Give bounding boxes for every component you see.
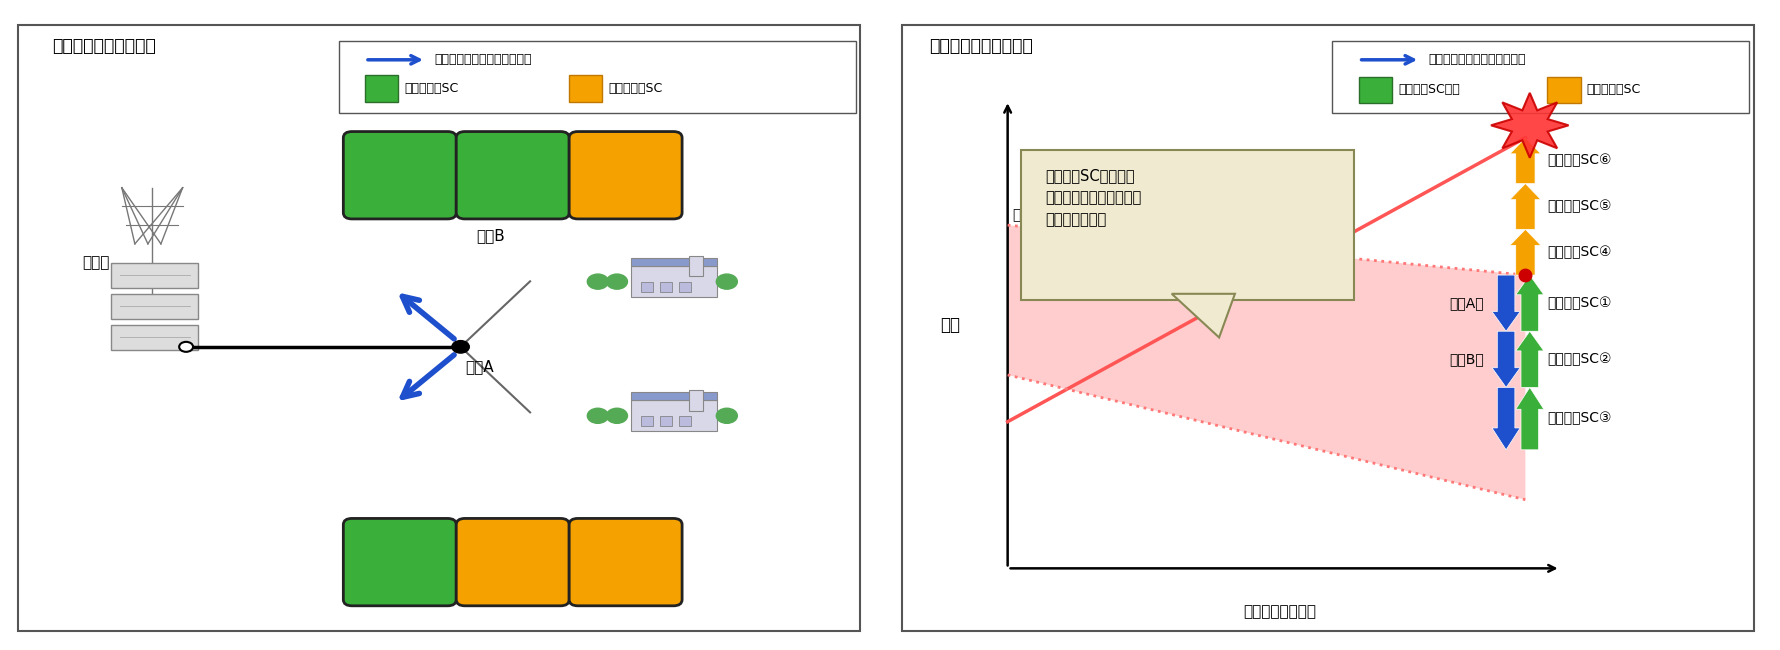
Text: SC⑤: SC⑤ (607, 553, 644, 571)
FancyBboxPatch shape (112, 325, 198, 350)
Polygon shape (1492, 93, 1568, 158)
FancyBboxPatch shape (902, 25, 1753, 630)
Text: 過剰容量SC⑥: 過剰容量SC⑥ (1547, 153, 1613, 168)
Text: SC②: SC② (381, 166, 418, 184)
Polygon shape (1509, 183, 1541, 229)
Text: 工場A: 工場A (465, 359, 493, 374)
Text: 工場B: 工場B (477, 228, 506, 243)
Text: SC①: SC① (381, 553, 418, 571)
Bar (365, 75, 399, 101)
FancyBboxPatch shape (18, 25, 860, 630)
Polygon shape (1492, 275, 1520, 332)
Text: 過剰容量SCにより必
要以上に電圧が上昇し、
適正範囲を逸脱: 過剰容量SCにより必 要以上に電圧が上昇し、 適正範囲を逸脱 (1045, 168, 1141, 227)
Bar (641, 416, 653, 426)
FancyBboxPatch shape (1020, 150, 1355, 300)
Text: 【系統電圧イメージ】: 【系統電圧イメージ】 (929, 37, 1032, 55)
Circle shape (180, 342, 192, 352)
Polygon shape (1171, 294, 1235, 337)
Circle shape (716, 274, 737, 289)
FancyBboxPatch shape (112, 294, 198, 318)
Text: 【電気供給イメージ】: 【電気供給イメージ】 (52, 37, 157, 55)
Text: SC③: SC③ (493, 166, 532, 184)
Bar (660, 416, 671, 426)
Bar (660, 281, 671, 292)
Bar (689, 390, 703, 411)
Text: 適正電圧範囲: 適正電圧範囲 (1013, 208, 1063, 222)
FancyBboxPatch shape (456, 131, 570, 219)
Text: 過剰容量SC⑤: 過剰容量SC⑤ (1547, 200, 1613, 213)
Circle shape (607, 408, 628, 423)
Text: ：負荷電流（遅れ無効電力）: ：負荷電流（遅れ無効電力） (434, 53, 532, 66)
Polygon shape (1509, 229, 1541, 275)
Polygon shape (1517, 275, 1543, 332)
Circle shape (452, 341, 470, 353)
Bar (1547, 77, 1581, 103)
FancyBboxPatch shape (344, 131, 456, 219)
Text: ：過剰容量SC: ：過剰容量SC (609, 82, 662, 95)
Text: 変電所からの距離: 変電所からの距離 (1242, 604, 1315, 619)
Text: 工場B分: 工場B分 (1449, 352, 1485, 367)
Polygon shape (1509, 138, 1541, 183)
Text: SC⑥: SC⑥ (607, 166, 644, 184)
Bar (641, 281, 653, 292)
Text: ：負荷電流（遅れ無効電力）: ：負荷電流（遅れ無効電力） (1429, 53, 1527, 66)
Text: 適正容量SC③: 適正容量SC③ (1547, 411, 1613, 426)
FancyBboxPatch shape (112, 263, 198, 287)
FancyBboxPatch shape (338, 41, 856, 113)
Circle shape (716, 408, 737, 423)
Bar (632, 257, 717, 266)
Text: 変電所: 変電所 (82, 255, 109, 270)
FancyBboxPatch shape (570, 131, 682, 219)
Bar (632, 392, 717, 400)
Polygon shape (1492, 387, 1520, 450)
Bar (678, 416, 691, 426)
FancyBboxPatch shape (1331, 41, 1750, 113)
Bar (632, 400, 717, 431)
Circle shape (587, 274, 609, 289)
Text: ：適正容量SC: ：適正容量SC (404, 82, 459, 95)
Polygon shape (1492, 332, 1520, 387)
Text: 適正容量SC②: 適正容量SC② (1547, 352, 1613, 367)
Text: 工場A分: 工場A分 (1449, 296, 1485, 310)
Bar (689, 256, 703, 276)
Circle shape (607, 274, 628, 289)
Circle shape (587, 408, 609, 423)
Polygon shape (1007, 225, 1525, 500)
Polygon shape (1517, 387, 1543, 450)
Text: SC④: SC④ (493, 553, 532, 571)
FancyBboxPatch shape (570, 519, 682, 606)
Text: ：適正なSC容量: ：適正なSC容量 (1397, 83, 1460, 96)
Bar (632, 266, 717, 297)
Bar (570, 75, 602, 101)
Text: 電圧: 電圧 (940, 316, 961, 334)
Polygon shape (1517, 332, 1543, 387)
Text: 適正容量SC①: 適正容量SC① (1547, 296, 1613, 310)
FancyBboxPatch shape (456, 519, 570, 606)
Bar (1358, 77, 1392, 103)
FancyBboxPatch shape (344, 519, 456, 606)
Bar (678, 281, 691, 292)
Text: 過剰容量SC④: 過剰容量SC④ (1547, 245, 1613, 259)
Text: ：過剰容量SC: ：過剰容量SC (1586, 83, 1641, 96)
